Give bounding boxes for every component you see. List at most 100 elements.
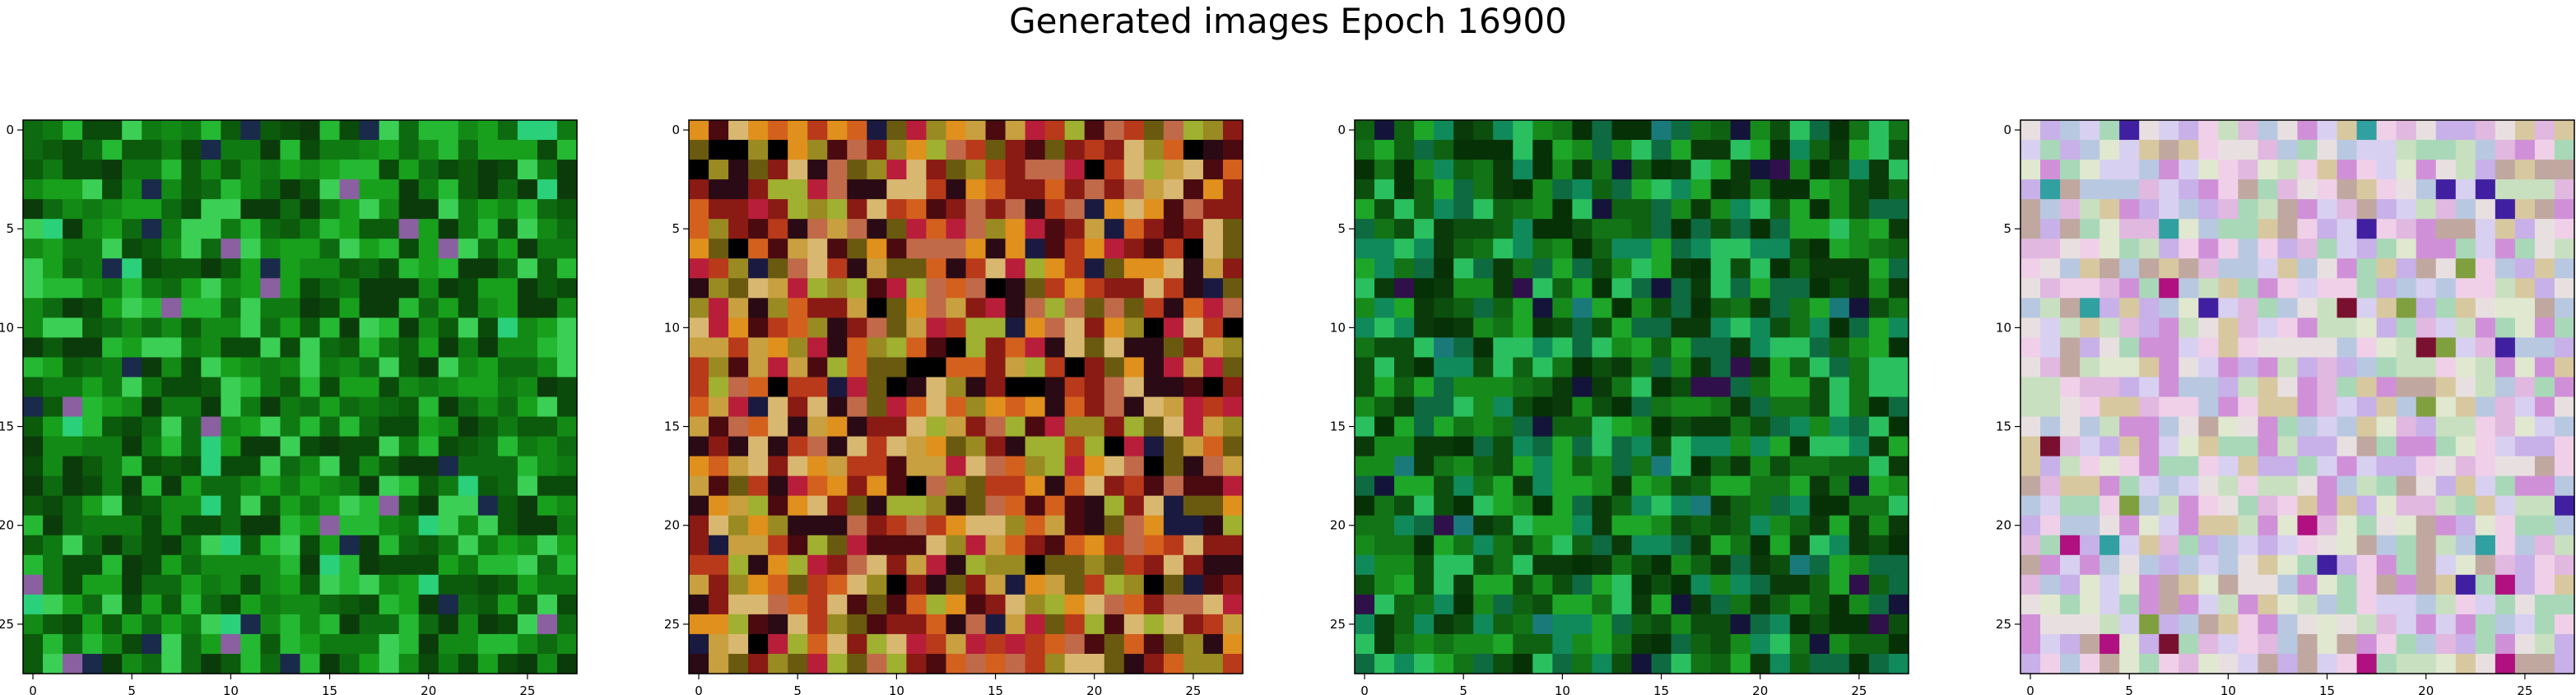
- pixel-cell: [2159, 554, 2179, 576]
- pixel-cell: [1809, 160, 1830, 180]
- pixel-cell: [2277, 140, 2299, 160]
- pixel-cell: [1005, 258, 1026, 279]
- pixel-cell: [2060, 614, 2081, 635]
- pixel-cell: [1572, 456, 1593, 477]
- pixel-cell: [1710, 456, 1732, 477]
- pixel-cell: [2198, 396, 2219, 418]
- pixel-cell: [280, 239, 301, 259]
- pixel-cell: [1710, 199, 1732, 220]
- pixel-cell: [1374, 140, 1395, 160]
- pixel-cell: [122, 377, 142, 398]
- pixel-cell: [768, 653, 788, 674]
- pixel-cell: [1355, 357, 1375, 378]
- pixel-cell: [319, 614, 341, 635]
- pixel-cell: [1434, 633, 1454, 655]
- pixel-cell: [709, 495, 729, 517]
- pixel-cell: [2139, 377, 2160, 398]
- pixel-cell: [2159, 475, 2179, 497]
- pixel-cell: [1730, 653, 1751, 674]
- pixel-cell: [886, 515, 907, 536]
- pixel-cell: [768, 475, 788, 497]
- pixel-cell: [985, 179, 1007, 200]
- pixel-cell: [2119, 219, 2140, 239]
- pixel-cell: [847, 535, 867, 556]
- pixel-cell: [689, 456, 709, 477]
- pixel-cell: [807, 258, 828, 279]
- pixel-cell: [807, 633, 828, 655]
- pixel-cell: [886, 239, 907, 259]
- pixel-cell: [1750, 614, 1771, 635]
- pixel-cell: [1044, 377, 1066, 398]
- pixel-cell: [1532, 377, 1553, 398]
- pixel-cell: [497, 633, 518, 655]
- pixel-cell: [181, 377, 202, 398]
- pixel-cell: [1671, 653, 1692, 674]
- pixel-cell: [537, 633, 558, 655]
- pixel-cell: [2534, 396, 2555, 418]
- pixel-cell: [2455, 160, 2476, 180]
- pixel-cell: [2119, 160, 2140, 180]
- pixel-cell: [1769, 515, 1791, 536]
- pixel-cell: [1394, 535, 1415, 556]
- pixel-cell: [1143, 574, 1165, 595]
- pixel-cell: [1493, 574, 1514, 595]
- pixel-cell: [23, 219, 44, 239]
- pixel-cell: [1222, 140, 1244, 160]
- pixel-cell: [477, 653, 499, 674]
- pixel-cell: [1473, 377, 1494, 398]
- pixel-cell: [1493, 278, 1514, 299]
- pixel-cell: [1123, 179, 1145, 200]
- pixel-cell: [2040, 258, 2061, 279]
- pixel-cell: [458, 653, 479, 674]
- pixel-cell: [926, 416, 947, 438]
- pixel-cell: [1888, 594, 1909, 615]
- pixel-cell: [300, 377, 321, 398]
- pixel-cell: [965, 653, 987, 674]
- pixel-cell: [122, 594, 142, 615]
- pixel-cell: [2080, 298, 2100, 318]
- pixel-cell: [1025, 594, 1046, 615]
- pixel-cell: [2198, 653, 2219, 674]
- pixel-cell: [2356, 377, 2378, 398]
- pixel-cell: [1005, 515, 1026, 536]
- pixel-cell: [201, 337, 221, 359]
- pixel-cell: [807, 219, 828, 239]
- pixel-cell: [689, 337, 709, 359]
- pixel-cell: [1453, 160, 1474, 180]
- pixel-cell: [2020, 278, 2041, 299]
- pixel-cell: [379, 495, 400, 517]
- pixel-cell: [260, 278, 281, 299]
- pixel-cell: [122, 653, 142, 674]
- pixel-cell: [1123, 278, 1145, 299]
- pixel-cell: [458, 278, 479, 299]
- pixel-cell: [2277, 574, 2299, 595]
- pixel-cell: [458, 357, 479, 378]
- pixel-cell: [2396, 317, 2417, 338]
- pixel-cell: [1848, 337, 1870, 359]
- pixel-cell: [161, 456, 182, 477]
- pixel-cell: [1809, 140, 1830, 160]
- pixel-cell: [477, 298, 499, 318]
- pixel-cell: [2139, 633, 2160, 655]
- pixel-cell: [1592, 357, 1613, 378]
- pixel-cell: [1044, 278, 1066, 299]
- pixel-cell: [458, 416, 479, 438]
- pixel-cell: [181, 219, 202, 239]
- pixel-cell: [1769, 594, 1791, 615]
- pixel-cell: [43, 396, 63, 418]
- pixel-cell: [201, 475, 221, 497]
- pixel-cell: [1163, 120, 1184, 141]
- pixel-cell: [1848, 554, 1870, 576]
- pixel-cell: [2238, 160, 2259, 180]
- pixel-cell: [2356, 258, 2378, 279]
- pixel-cell: [926, 239, 947, 259]
- pixel-cell: [280, 160, 301, 180]
- pixel-cell: [2317, 140, 2338, 160]
- pixel-cell: [1552, 416, 1573, 438]
- pixel-cell: [418, 396, 439, 418]
- pixel-cell: [1829, 179, 1850, 200]
- pixel-cell: [1222, 436, 1244, 457]
- pixel-cell: [1202, 515, 1224, 536]
- pixel-cell: [2495, 495, 2516, 517]
- pixel-cell: [477, 160, 499, 180]
